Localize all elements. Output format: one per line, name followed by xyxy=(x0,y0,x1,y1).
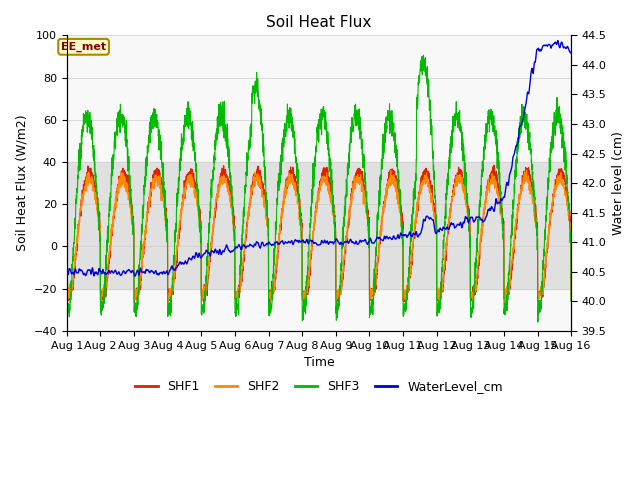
Text: EE_met: EE_met xyxy=(61,42,106,52)
X-axis label: Time: Time xyxy=(303,356,334,369)
Y-axis label: Soil Heat Flux (W/m2): Soil Heat Flux (W/m2) xyxy=(15,115,28,252)
Y-axis label: Water level (cm): Water level (cm) xyxy=(612,131,625,235)
Legend: SHF1, SHF2, SHF3, WaterLevel_cm: SHF1, SHF2, SHF3, WaterLevel_cm xyxy=(130,375,508,398)
Bar xyxy=(67,162,571,288)
Title: Soil Heat Flux: Soil Heat Flux xyxy=(266,15,372,30)
